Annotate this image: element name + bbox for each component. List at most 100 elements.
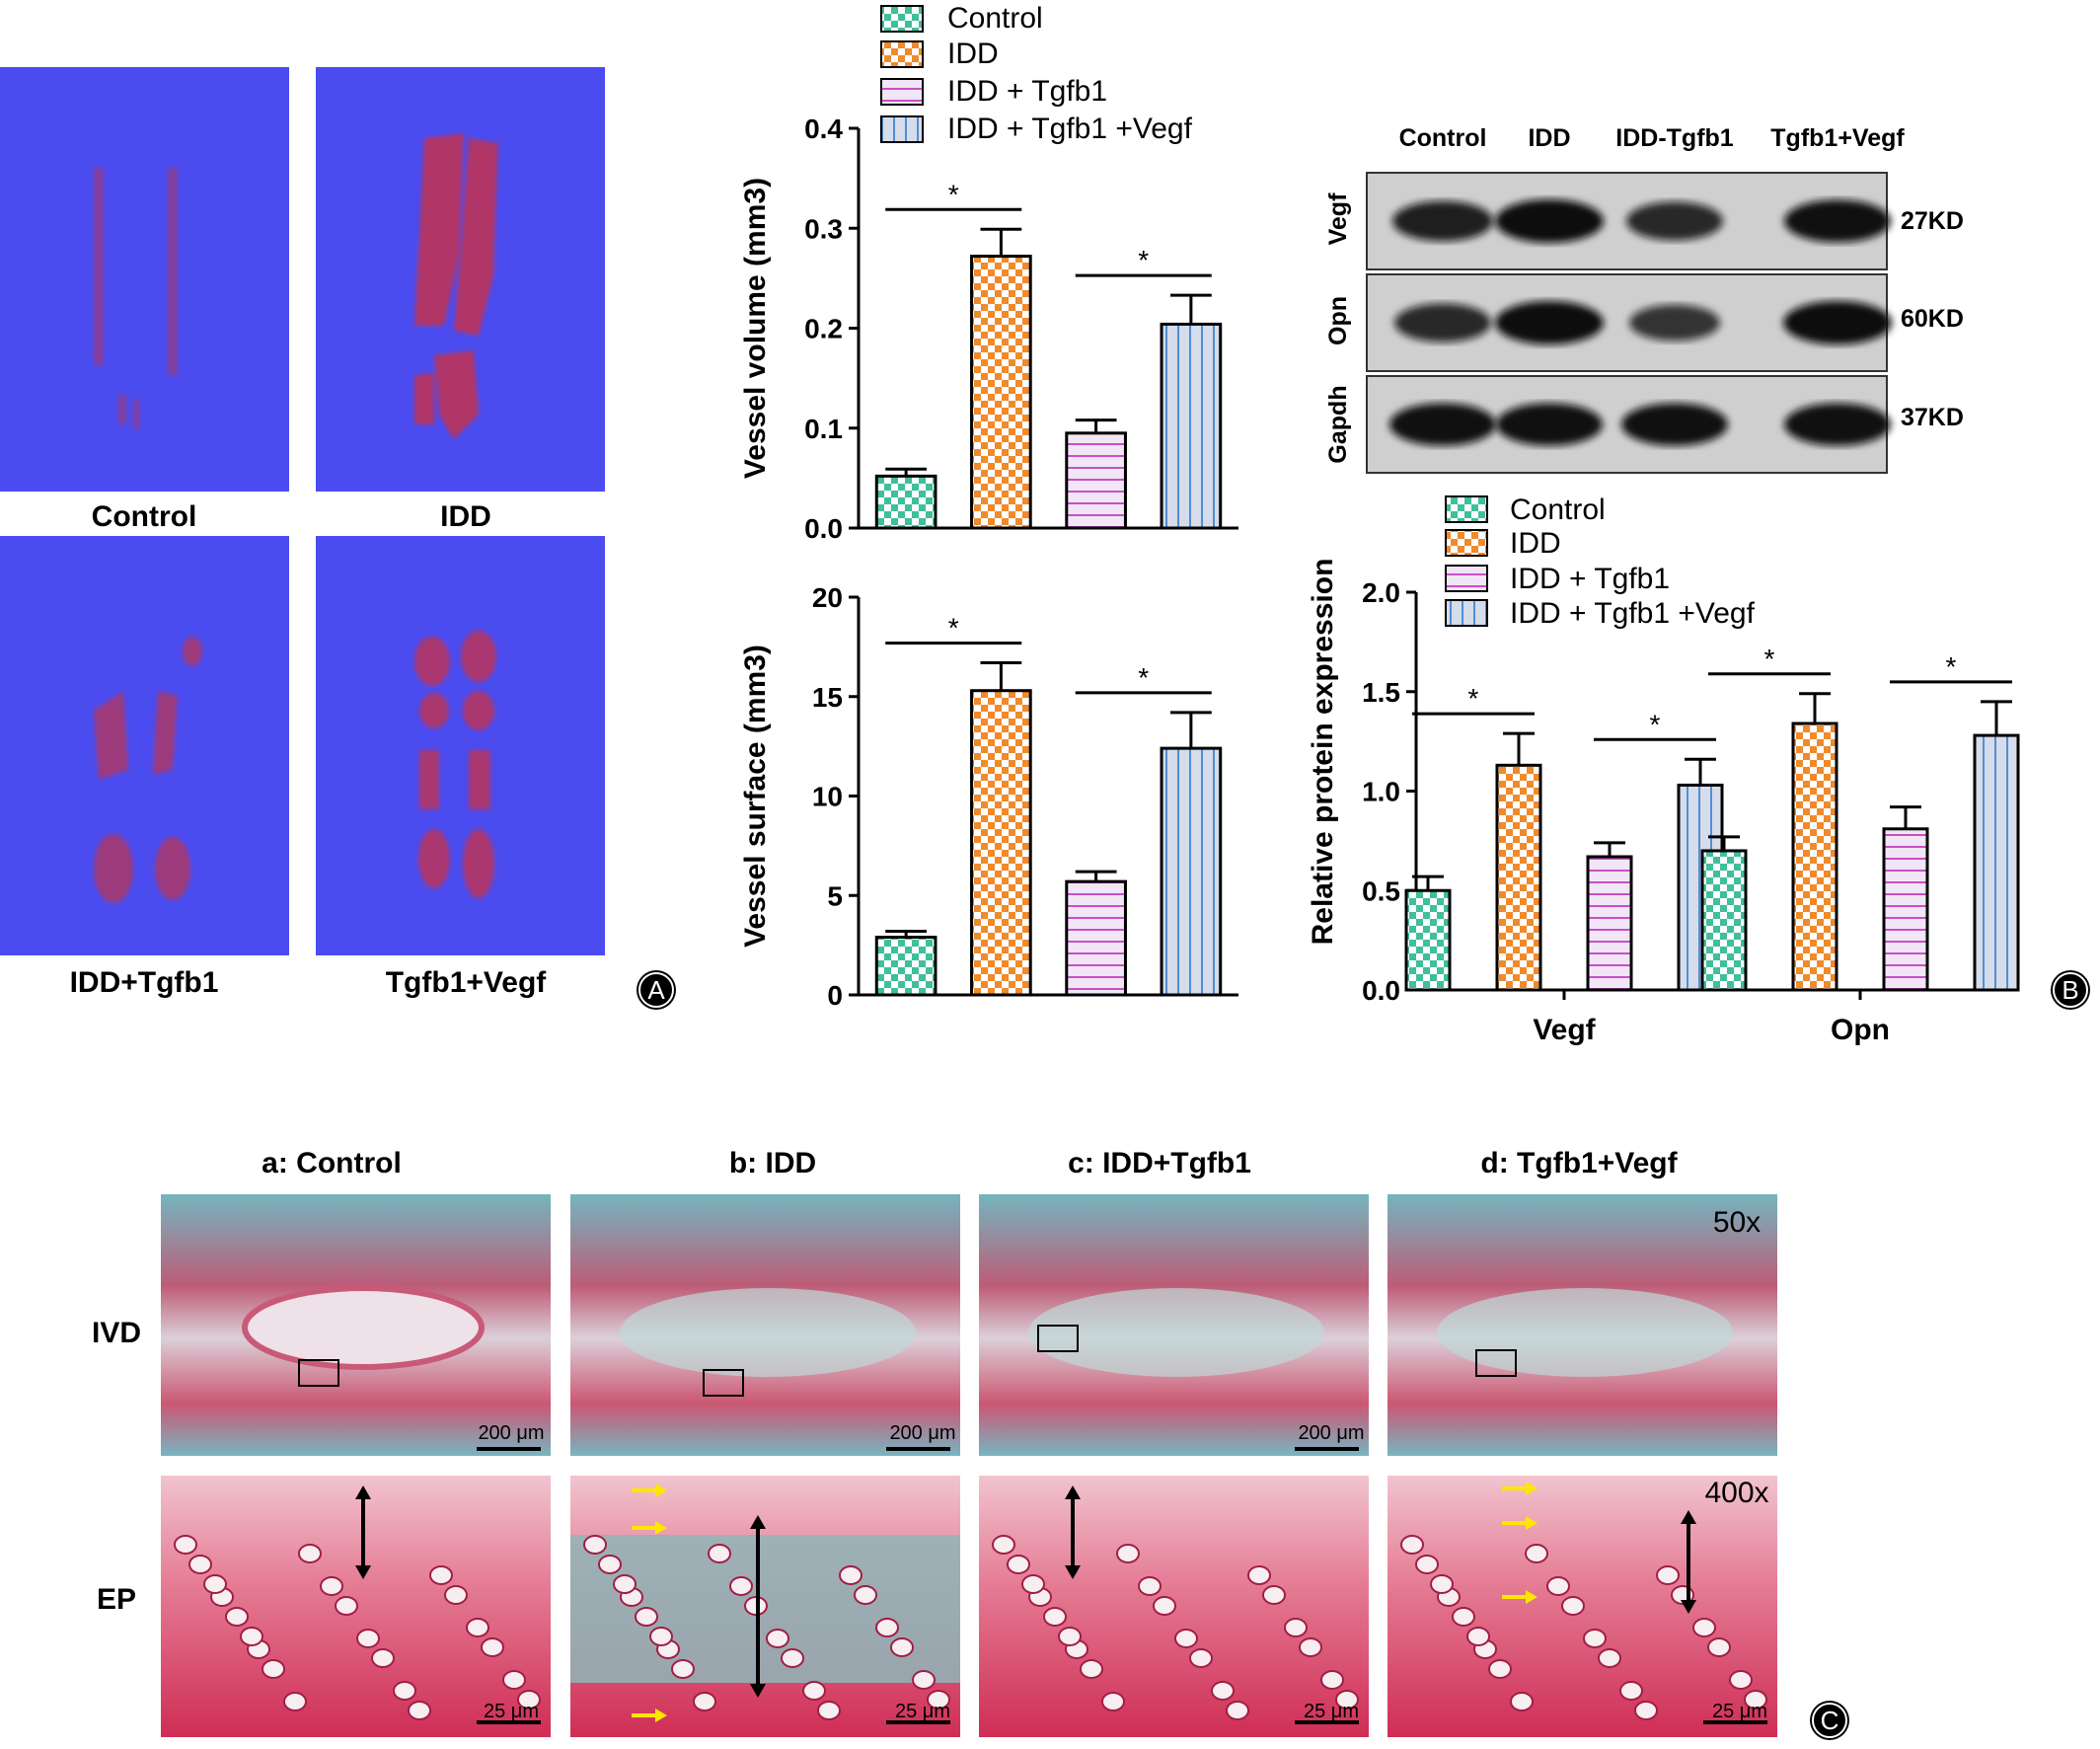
histo-chondrocyte xyxy=(1320,1670,1344,1690)
histo-chondrocyte xyxy=(188,1555,212,1574)
badge-b: B xyxy=(2051,970,2090,1010)
badge-b-text: B xyxy=(2062,975,2078,1005)
histo-chondrocyte xyxy=(1546,1576,1570,1596)
histo-chondrocyte xyxy=(1400,1535,1424,1555)
badge-a: A xyxy=(637,970,676,1010)
wb-size-opn: 60KD xyxy=(1901,305,1964,333)
histo-chondrocyte xyxy=(1007,1555,1030,1574)
histo-chondrocyte xyxy=(875,1618,899,1637)
ct-label-idd-tgfb1: IDD+Tgfb1 xyxy=(70,966,219,999)
wb-protein-opn: Opn xyxy=(1324,296,1352,345)
thickness-arrow-head xyxy=(355,1485,371,1499)
histo-chondrocyte xyxy=(1226,1701,1249,1720)
histo-chondrocyte xyxy=(466,1618,489,1637)
significance-mark: * xyxy=(948,179,959,209)
bar xyxy=(1160,322,1223,530)
chart-relative-protein: 0.0 0.5 1.0 1.5 2.0 Relative protein expressi… xyxy=(1307,559,2020,1046)
histo-chondrocyte xyxy=(1707,1637,1731,1657)
histo-chondrocyte xyxy=(1247,1565,1271,1585)
legend-b: Control IDD IDD + Tgfb1 IDD + Tgfb1 +Veg… xyxy=(1445,494,1756,630)
legend-top-label-1: IDD xyxy=(947,38,999,70)
histo-chondrocyte xyxy=(1510,1692,1534,1711)
histo-chondrocyte xyxy=(1043,1607,1067,1627)
histo-chondrocyte xyxy=(583,1535,607,1555)
histo-chondrocyte xyxy=(481,1637,504,1657)
wb-band xyxy=(1783,301,1892,344)
histo-row-ivd: IVD xyxy=(92,1317,141,1349)
legend-b-swatch-3 xyxy=(1445,599,1488,627)
bar xyxy=(970,255,1032,530)
legend-b-label-2: IDD + Tgfb1 xyxy=(1510,563,1670,595)
x-tick-label: Opn xyxy=(1831,1014,1890,1046)
histo-inset-box xyxy=(1475,1349,1517,1377)
histo-chondrocyte xyxy=(283,1692,307,1711)
panel-a: Control IDD IDD+Tgfb1 Tgfb1+Vegf A xyxy=(0,67,676,1010)
y-tick-label: 0.0 xyxy=(804,513,843,544)
wb-band xyxy=(1784,403,1891,446)
y-tick-label: 0.0 xyxy=(1362,975,1400,1006)
significance-mark: * xyxy=(1764,644,1775,674)
ct-label-tgfb1-vegf: Tgfb1+Vegf xyxy=(386,966,548,999)
y-axis-label: Vessel volume (mm3) xyxy=(739,178,772,479)
bar xyxy=(1065,879,1127,997)
histo-chondrocyte xyxy=(408,1701,431,1720)
badge-a-text: A xyxy=(647,975,665,1005)
legend-top-swatch-2 xyxy=(880,78,924,106)
histo-chondrocyte xyxy=(225,1607,249,1627)
scale-top-2: 200 μm xyxy=(1298,1422,1364,1444)
bar xyxy=(1882,827,1929,992)
y-tick-label: 5 xyxy=(827,880,843,911)
histo-chondrocyte xyxy=(781,1648,804,1668)
y-tick-label: 10 xyxy=(812,782,843,812)
histo-col-1: b: IDD xyxy=(729,1147,816,1179)
bar xyxy=(1586,855,1633,992)
histo-chondrocyte xyxy=(1174,1629,1198,1648)
x-tick-label: Vegf xyxy=(1533,1014,1596,1046)
histo-chondrocyte xyxy=(356,1629,380,1648)
histo-chondrocyte xyxy=(729,1576,753,1596)
histo-chondrocyte xyxy=(1189,1648,1213,1668)
histo-chondrocyte xyxy=(174,1535,197,1555)
histo-chondrocyte xyxy=(1299,1637,1322,1657)
y-tick-label: 1.0 xyxy=(1362,777,1400,807)
histo-chondrocyte xyxy=(1692,1618,1716,1637)
wb-band xyxy=(1392,200,1493,242)
histo-chondrocyte xyxy=(927,1690,950,1710)
significance-mark: * xyxy=(1946,651,1957,682)
histo-chondrocyte xyxy=(598,1555,622,1574)
histo-chondrocyte xyxy=(839,1565,862,1585)
thickness-arrow-head xyxy=(1065,1565,1081,1579)
histo-chondrocyte xyxy=(335,1596,358,1616)
histo-chondrocyte xyxy=(262,1659,285,1679)
chart-vessel-volume: 0.0 0.1 0.2 0.3 0.4 Vessel volume (mm3) * * xyxy=(739,114,1238,544)
bar xyxy=(1973,733,2020,992)
legend-b-swatch-1 xyxy=(1445,529,1488,557)
wb-band xyxy=(1784,199,1891,243)
scale-top-0: 200 μm xyxy=(478,1422,544,1444)
histo-chondrocyte xyxy=(635,1607,658,1627)
histo-chondrocyte xyxy=(1138,1576,1162,1596)
badge-c: C xyxy=(1810,1701,1849,1740)
histo-chondrocyte xyxy=(1116,1544,1140,1563)
histo-chondrocyte xyxy=(671,1659,695,1679)
histo-chondrocyte xyxy=(649,1627,673,1646)
thickness-arrow-head xyxy=(750,1684,766,1698)
histo-col-3: d: Tgfb1+Vegf xyxy=(1480,1147,1678,1179)
badge-c-text: C xyxy=(1821,1706,1839,1735)
histo-chondrocyte xyxy=(1058,1627,1082,1646)
scale-bottom-2: 25 μm xyxy=(1304,1701,1359,1722)
histo-col-0: a: Control xyxy=(262,1147,402,1179)
legend-top-swatch-0 xyxy=(880,5,924,33)
legend-b-label-1: IDD xyxy=(1510,527,1561,560)
wb-protein-gapdh: Gapdh xyxy=(1324,385,1352,463)
histo-chondrocyte xyxy=(1101,1692,1125,1711)
histo-chondrocyte xyxy=(890,1637,914,1657)
significance-mark: * xyxy=(1650,709,1661,739)
histo-chondrocyte xyxy=(444,1585,468,1605)
wb-lane-2: IDD-Tgfb1 xyxy=(1615,124,1734,152)
wb-lane-3: Tgfb1+Vegf xyxy=(1770,124,1905,152)
histo-disc-region xyxy=(1028,1288,1324,1377)
thickness-arrow-head xyxy=(750,1515,766,1529)
bar xyxy=(1404,888,1452,992)
